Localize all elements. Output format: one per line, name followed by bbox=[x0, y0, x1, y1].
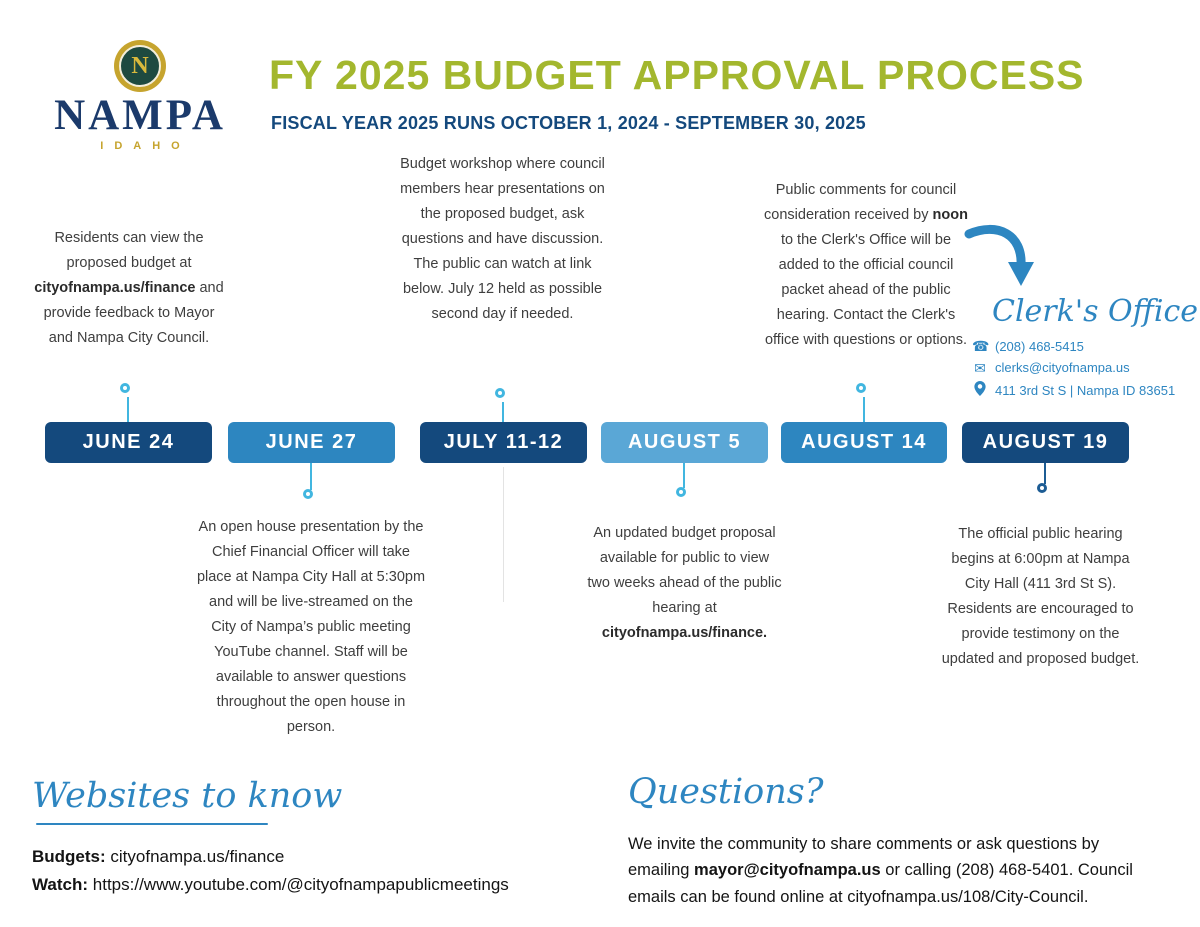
clerks-office-contacts: ☎ (208) 468-5415 ✉ clerks@cityofnampa.us… bbox=[972, 338, 1192, 405]
watch-link-line: Watch: https://www.youtube.com/@cityofna… bbox=[32, 875, 509, 895]
clerk-address: 411 3rd St S | Nampa ID 83651 bbox=[995, 382, 1176, 398]
page-subtitle: FISCAL YEAR 2025 RUNS OCTOBER 1, 2024 - … bbox=[271, 113, 866, 133]
clerk-phone: (208) 468-5415 bbox=[995, 338, 1084, 354]
email-icon: ✉ bbox=[974, 359, 986, 376]
websites-heading: Websites to know bbox=[32, 776, 343, 816]
connector-faint-line-july bbox=[503, 467, 504, 602]
timeline-badge-june-27: JUNE 27 bbox=[228, 422, 395, 463]
budgets-link-line: Budgets: cityofnampa.us/finance bbox=[32, 847, 285, 866]
questions-body: We invite the community to share comment… bbox=[628, 835, 1133, 906]
description-august-14: Public comments for council consideratio… bbox=[764, 182, 968, 348]
connector-dot-july-11-12 bbox=[495, 388, 505, 398]
connector-dot-august-19 bbox=[1037, 483, 1047, 493]
timeline-badge-august-14: AUGUST 14 bbox=[781, 422, 947, 463]
description-june-24: Residents can view the proposed budget a… bbox=[34, 230, 224, 346]
description-june-27: An open house presentation by the Chief … bbox=[196, 519, 426, 735]
clerk-email-row: ✉ clerks@cityofnampa.us bbox=[972, 360, 1192, 378]
timeline-badge-june-24: JUNE 24 bbox=[45, 422, 212, 463]
connector-dot-august-14 bbox=[856, 383, 866, 393]
websites-list: Budgets: cityofnampa.us/finance Watch: h… bbox=[32, 843, 509, 899]
timeline-badge-august-19: AUGUST 19 bbox=[962, 422, 1129, 463]
description-july-11-12: Budget workshop where council members he… bbox=[400, 156, 605, 322]
clerk-email: clerks@cityofnampa.us bbox=[995, 360, 1130, 376]
clerk-address-row: 411 3rd St S | Nampa ID 83651 bbox=[972, 381, 1192, 401]
timeline-badge-july-11-12: JULY 11-12 bbox=[420, 422, 587, 463]
connector-dot-august-5 bbox=[676, 487, 686, 497]
connector-dot-june-24 bbox=[120, 383, 130, 393]
logo-state-label: IDAHO bbox=[100, 140, 191, 152]
phone-icon: ☎ bbox=[972, 338, 990, 354]
description-august-5: An updated budget proposal available for… bbox=[587, 525, 782, 641]
connector-stem-june-24 bbox=[127, 397, 129, 422]
connector-stem-june-27 bbox=[310, 463, 312, 490]
curved-arrow-icon bbox=[963, 222, 1035, 305]
description-august-19: The official public hearing begins at 6:… bbox=[941, 526, 1140, 667]
connector-stem-august-5 bbox=[683, 463, 685, 488]
clerk-phone-row: ☎ (208) 468-5415 bbox=[972, 338, 1192, 356]
connector-stem-august-19 bbox=[1044, 463, 1046, 484]
connector-stem-august-14 bbox=[863, 397, 865, 422]
location-pin-icon bbox=[972, 381, 988, 401]
connector-dot-june-27 bbox=[303, 489, 313, 499]
clerks-office-heading: Clerk's Office bbox=[992, 294, 1199, 329]
nampa-logo: N NAMPA IDAHO bbox=[38, 40, 242, 152]
timeline-badge-august-5: AUGUST 5 bbox=[601, 422, 768, 463]
seal-monogram: N bbox=[131, 52, 149, 79]
websites-heading-underline bbox=[36, 823, 268, 825]
nampa-seal-icon: N bbox=[114, 40, 166, 92]
logo-wordmark: NAMPA bbox=[54, 92, 226, 139]
page-title: FY 2025 BUDGET APPROVAL PROCESS bbox=[269, 52, 1085, 98]
connector-stem-july-11-12 bbox=[502, 402, 504, 422]
questions-heading: Questions? bbox=[628, 772, 824, 812]
